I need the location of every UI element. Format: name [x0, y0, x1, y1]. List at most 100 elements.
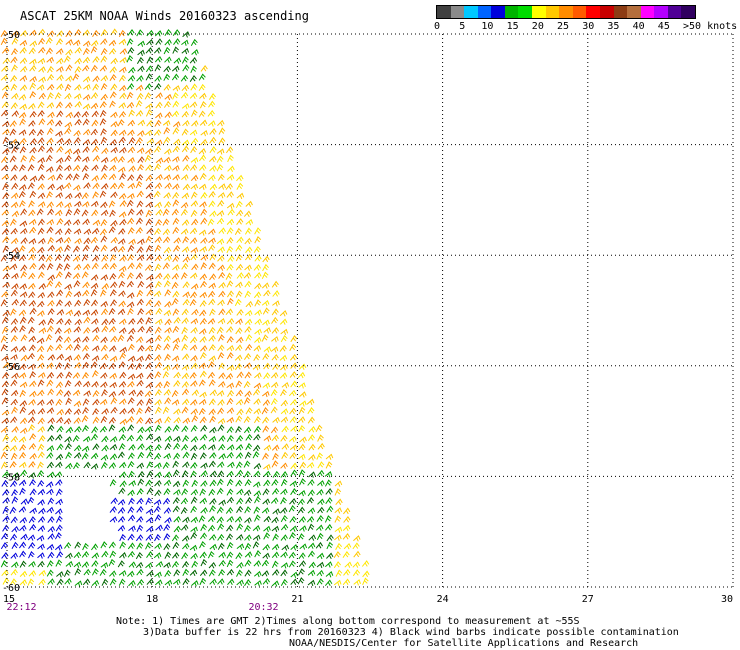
wind-barb — [1, 91, 9, 99]
wind-barb — [280, 334, 288, 343]
wind-barb — [117, 119, 125, 127]
wind-barb — [290, 571, 299, 578]
wind-barb — [1, 201, 9, 208]
wind-barb — [10, 254, 18, 262]
wind-barb — [63, 541, 72, 549]
wind-barb — [10, 237, 19, 245]
wind-barb — [92, 56, 100, 63]
wind-barb — [270, 426, 279, 434]
wind-barb — [45, 37, 53, 45]
wind-barb — [154, 417, 162, 425]
wind-barb — [299, 543, 308, 550]
wind-barb — [11, 406, 18, 414]
wind-barb — [290, 469, 298, 477]
wind-barb — [190, 452, 198, 461]
wind-barb — [199, 328, 207, 335]
wind-barb — [82, 289, 90, 297]
wind-barb — [324, 515, 332, 523]
wind-barb — [46, 543, 55, 551]
wind-barb — [2, 182, 10, 191]
wind-barb — [316, 514, 324, 522]
wind-barb — [164, 551, 172, 559]
wind-barb — [209, 253, 217, 261]
wind-barb — [190, 399, 198, 406]
wind-barb — [252, 364, 261, 371]
wind-barb — [65, 552, 73, 559]
wind-barb — [271, 525, 280, 533]
wind-barb — [28, 560, 36, 568]
wind-barb — [118, 280, 126, 288]
wind-barb — [181, 552, 189, 560]
wind-barb — [136, 399, 144, 406]
wind-barb — [109, 254, 117, 262]
wind-barb — [137, 40, 146, 47]
wind-barb — [101, 183, 109, 190]
wind-barb — [1, 380, 10, 388]
wind-barb — [128, 66, 136, 74]
wind-barb — [226, 559, 234, 568]
wind-barb — [280, 399, 289, 407]
colorbar-segment — [450, 6, 465, 18]
wind-barb — [209, 533, 217, 541]
wind-barb — [47, 516, 55, 523]
wind-barb — [99, 228, 108, 236]
wind-barb — [199, 532, 208, 540]
wind-barb — [191, 263, 199, 271]
wind-barb — [101, 325, 109, 333]
wind-barb — [29, 110, 37, 118]
wind-barb — [218, 551, 226, 559]
wind-barb — [335, 498, 343, 506]
wind-barb — [144, 390, 153, 397]
wind-barb — [144, 83, 153, 90]
wind-barb — [108, 362, 116, 370]
colorbar-segment — [586, 6, 600, 18]
wind-barb — [145, 164, 153, 171]
wind-barb — [153, 129, 162, 136]
wind-barb — [19, 325, 26, 333]
wind-barb — [254, 272, 262, 279]
wind-barb — [254, 372, 262, 379]
wind-barb — [154, 139, 163, 146]
wind-barb — [326, 505, 334, 513]
lon-label: 27 — [582, 594, 594, 605]
time-label: 22:12 — [6, 602, 36, 613]
wind-barb — [290, 353, 298, 361]
wind-barb — [92, 83, 100, 91]
wind-barb — [136, 254, 145, 261]
wind-barb — [244, 390, 252, 397]
wind-barb — [226, 263, 234, 271]
wind-barb — [27, 352, 35, 360]
wind-barb — [164, 254, 172, 262]
wind-barb — [37, 461, 44, 469]
wind-barb — [10, 354, 18, 361]
wind-barb — [18, 245, 26, 253]
wind-barb — [74, 567, 82, 576]
wind-barb — [145, 192, 154, 199]
wind-barb — [136, 75, 144, 82]
wind-barb — [37, 271, 45, 279]
wind-barb — [127, 182, 136, 190]
wind-barb — [208, 282, 216, 289]
wind-barb — [181, 406, 189, 414]
wind-barb — [181, 425, 189, 433]
wind-barb — [254, 336, 262, 344]
wind-barb — [154, 254, 163, 262]
wind-barb — [135, 262, 143, 270]
wind-barb — [65, 309, 74, 316]
wind-barb — [297, 371, 306, 379]
wind-barb — [253, 291, 262, 299]
wind-barb — [208, 200, 216, 208]
wind-barb — [153, 552, 162, 559]
wind-barb — [117, 308, 126, 316]
wind-barb — [173, 138, 181, 146]
wind-barb — [235, 398, 244, 406]
wind-barb — [145, 245, 153, 253]
wind-barb — [65, 39, 74, 46]
wind-barb — [63, 236, 72, 244]
wind-barb — [272, 508, 280, 515]
wind-barb — [290, 544, 298, 551]
wind-barb — [299, 436, 307, 443]
wind-barb — [63, 219, 72, 226]
wind-barb — [55, 192, 63, 199]
wind-barb — [181, 84, 190, 92]
